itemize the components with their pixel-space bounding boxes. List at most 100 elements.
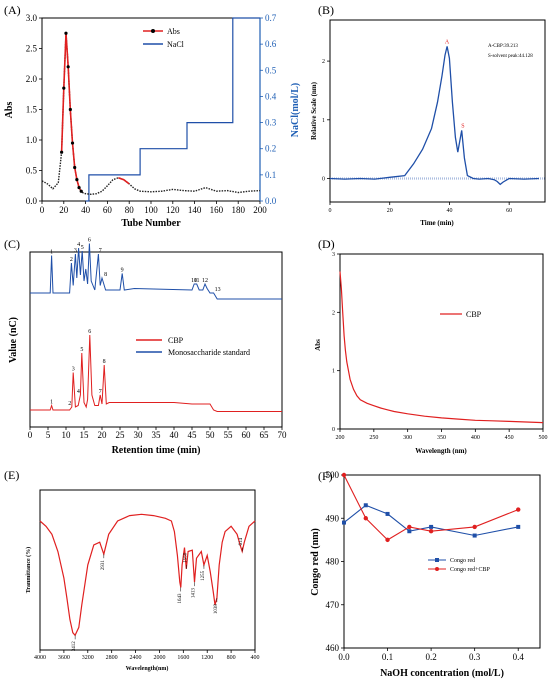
congo-red-cbp-point — [407, 524, 412, 530]
x-tick-label: 160 — [210, 205, 224, 215]
panel-a: (A) 0 20 40 60 80 100 120 140 160 180 200 0.0 0.5 1.… — [4, 3, 301, 229]
abs-point — [75, 178, 79, 182]
panel-f-label: (F) — [318, 469, 333, 483]
standard-peak-number: 12 — [202, 278, 208, 284]
panel-d: (D) 200 250 300 350 400 450 500 0 1 2 3 Wavelengt… — [314, 237, 548, 455]
congo-red-point — [385, 511, 390, 516]
panel-b-series: AS — [329, 39, 545, 186]
standard-peak-number: 1 — [50, 250, 53, 256]
congo-red-point — [516, 524, 521, 529]
x-tick-label: 300 — [403, 435, 412, 441]
y-tick-label: 490 — [326, 513, 340, 523]
panel-e-y-label: Tranmittance (%) — [25, 547, 32, 593]
y-tick-label: 2 — [322, 59, 325, 65]
x-tick-label: 200 — [336, 435, 345, 441]
x-tick-label: 20 — [59, 205, 69, 215]
congo-red-cbp-point — [385, 537, 390, 543]
x-tick-label: 250 — [369, 435, 378, 441]
x-tick-label: 45 — [188, 430, 198, 440]
legend-cbp-label: CBP — [168, 336, 184, 345]
cbp-peak-number: 4 — [77, 389, 80, 395]
y-tick-label: 480 — [326, 557, 340, 567]
y-tick-label: 0 — [332, 427, 335, 433]
x-tick-label: 65 — [260, 430, 270, 440]
hplc-trace — [329, 46, 540, 186]
peak-label: 2931 — [101, 560, 106, 571]
peak-label: 1550 — [183, 552, 188, 563]
standard-peak-number: 7 — [99, 248, 102, 254]
panel-a-label: (A) — [4, 3, 21, 17]
standard-peak-number: 4 — [77, 242, 80, 248]
panel-b-x-label: Time (min) — [420, 219, 454, 227]
cbp-trace — [30, 334, 282, 412]
panel-f-plot-frame — [343, 474, 541, 649]
y-tick-label: 460 — [326, 643, 340, 653]
panel-a-y-label: Abs — [4, 102, 15, 119]
x-tick-label: 20 — [387, 208, 393, 214]
panel-e-x-label: Wavelength(nm) — [126, 665, 169, 672]
x-tick-label: 1600 — [177, 655, 189, 661]
abs-point — [70, 141, 75, 145]
x-tick-label: 40 — [446, 208, 452, 214]
x-tick-label: 40 — [81, 205, 91, 215]
abs-point — [60, 150, 64, 154]
panel-f-y-label: Congo red (nm) — [310, 528, 321, 596]
panel-c-x-ticks: 0 5 10 15 20 25 30 35 40 45 50 55 60 65 70 — [28, 427, 287, 440]
x-tick-label: 200 — [253, 205, 267, 215]
x-tick-label: 0.0 — [338, 652, 350, 662]
legend-abs-label: Abs — [167, 27, 180, 36]
panel-c: (C) 0 5 10 15 20 25 30 35 40 45 50 55 60 65 70 Retenti… — [4, 237, 287, 456]
congo-red-cbp-point — [516, 507, 521, 512]
cbp-peak-number: 8 — [103, 359, 106, 365]
x-tick-label: 60 — [506, 208, 512, 214]
panel-d-plot-frame — [339, 253, 544, 430]
x-tick-label: 4000 — [34, 655, 46, 661]
abs-point — [77, 185, 81, 190]
congo-red-point — [407, 529, 412, 534]
x-tick-label: 80 — [125, 205, 135, 215]
y-tick-label: 3 — [332, 252, 335, 258]
panel-c-x-label: Retention time (min) — [112, 445, 201, 456]
abs-point — [68, 107, 72, 112]
x-tick-label: 1200 — [201, 655, 213, 661]
y-tick-label: 0.5 — [26, 166, 38, 176]
abs-point — [79, 189, 83, 193]
legend-congo-cbp-label: Congo red+CBP — [450, 567, 491, 573]
peak-label-a: A — [445, 39, 450, 45]
legend-standard-label: Monosaccharide standard — [168, 348, 250, 357]
x-tick-label: 15 — [80, 430, 90, 440]
standard-peak-number: 10 — [191, 278, 197, 284]
y-tick-label: 2 — [332, 310, 335, 316]
abs-point — [62, 86, 66, 90]
right-y-tick-label: 0.6 — [265, 39, 277, 49]
legend-abs-marker — [151, 29, 155, 33]
peak-label-s: S — [461, 123, 464, 129]
congo-red-point — [363, 503, 368, 508]
x-tick-label: 10 — [62, 430, 72, 440]
x-tick-label: 20 — [98, 430, 108, 440]
abs-peak-line — [118, 177, 130, 185]
panel-c-label: (C) — [4, 237, 20, 251]
x-tick-label: 0.3 — [469, 652, 481, 662]
panel-a-x-ticks: 0 20 40 60 80 100 120 140 160 180 200 — [40, 201, 267, 215]
x-tick-label: 60 — [103, 205, 113, 215]
right-y-tick-label: 0.3 — [265, 118, 277, 128]
x-tick-label: 2000 — [153, 655, 165, 661]
panel-a-right-y-label: NaCl(mol/L) — [290, 83, 301, 137]
y-tick-label: 1.5 — [26, 105, 38, 115]
x-tick-label: 3200 — [82, 655, 94, 661]
x-tick-label: 3600 — [58, 655, 70, 661]
standard-peak-number: 9 — [121, 268, 124, 274]
panel-b-y-label: Relative Scale (nm) — [310, 81, 318, 140]
right-y-tick-label: 0.5 — [265, 65, 277, 75]
standard-peak-number: 8 — [104, 272, 107, 278]
right-y-tick-label: 0.1 — [265, 170, 276, 180]
congo-red-point — [429, 524, 434, 529]
panel-c-legend: CBP Monosaccharide standard — [136, 336, 250, 357]
panel-d-x-ticks: 200 250 300 350 400 450 500 — [336, 429, 548, 441]
x-tick-label: 0.2 — [425, 652, 436, 662]
peak-label: 1413 — [192, 588, 197, 599]
legend-congo-label: Congo red — [450, 558, 475, 564]
x-tick-label: 30 — [134, 430, 144, 440]
